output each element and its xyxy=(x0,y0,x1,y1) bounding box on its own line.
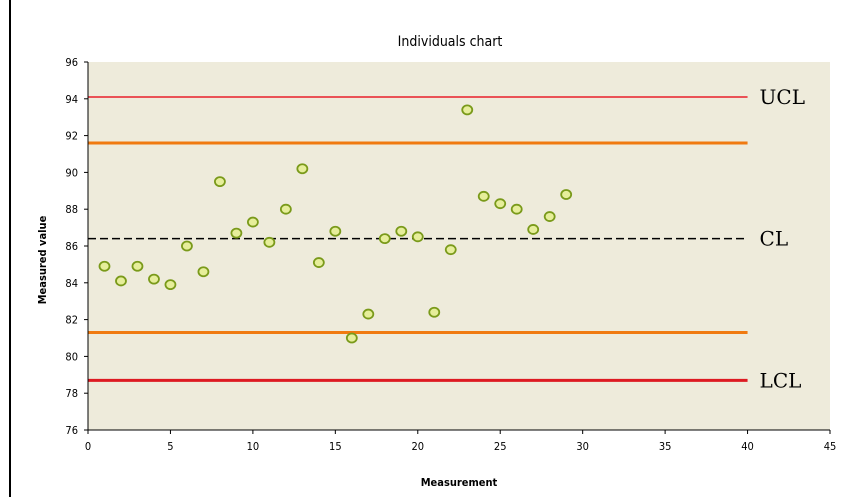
data-point xyxy=(181,240,193,252)
y-tick-label: 94 xyxy=(65,93,78,106)
data-point xyxy=(246,216,259,228)
plot-area xyxy=(88,62,830,430)
x-tick-label: 45 xyxy=(824,440,837,453)
y-tick-label: 82 xyxy=(65,314,78,327)
data-point xyxy=(214,176,226,188)
chart-title: Individuals chart xyxy=(398,34,503,50)
ucl-label: UCL xyxy=(760,85,805,109)
data-point xyxy=(263,236,276,248)
lcl-label: LCL xyxy=(760,368,802,392)
x-tick-label: 15 xyxy=(329,440,342,453)
data-point xyxy=(329,225,342,237)
data-point xyxy=(477,190,490,202)
cl-label: CL xyxy=(760,227,789,251)
data-point xyxy=(345,332,358,344)
y-tick-label: 88 xyxy=(65,203,78,216)
x-tick-label: 0 xyxy=(85,440,91,453)
x-axis-title: Measurement xyxy=(421,476,498,489)
data-point xyxy=(279,203,292,215)
x-tick-label: 20 xyxy=(411,440,424,453)
y-tick-label: 90 xyxy=(65,166,78,179)
data-point xyxy=(428,306,441,318)
data-point xyxy=(148,273,160,285)
data-point xyxy=(312,257,325,268)
data-point xyxy=(378,233,391,245)
data-point xyxy=(461,104,474,116)
y-axis-title: Measured value xyxy=(36,215,49,304)
data-point xyxy=(296,163,309,175)
x-tick-label: 5 xyxy=(167,440,173,453)
data-point xyxy=(494,198,507,210)
data-point xyxy=(411,231,424,243)
data-point xyxy=(197,266,210,278)
data-point xyxy=(164,279,177,291)
x-tick-label: 35 xyxy=(659,440,672,453)
x-tick-label: 25 xyxy=(494,440,507,453)
data-point xyxy=(230,227,243,239)
data-point xyxy=(543,211,556,222)
data-point xyxy=(527,224,540,235)
y-tick-label: 84 xyxy=(65,277,78,290)
data-point xyxy=(362,308,375,320)
y-tick-label: 78 xyxy=(65,387,78,400)
x-tick-label: 10 xyxy=(247,440,260,453)
y-tick-label: 80 xyxy=(65,350,78,363)
y-tick-label: 96 xyxy=(65,56,78,69)
axes: 76 78 80 82 84 86 88 90 92 94 96 0 5 10 15 20 25 30 35 40 45 xyxy=(65,56,836,453)
x-tick-label: 40 xyxy=(741,440,754,453)
data-point xyxy=(510,203,523,215)
data-point xyxy=(395,225,408,237)
y-tick-label: 92 xyxy=(65,130,78,143)
left-border-line xyxy=(9,0,11,497)
x-tick-label: 30 xyxy=(576,440,589,453)
y-tick-label: 76 xyxy=(65,424,78,437)
data-point xyxy=(98,260,111,272)
data-point xyxy=(444,244,457,256)
data-point xyxy=(560,189,573,200)
y-tick-label: 86 xyxy=(65,240,78,253)
data-points xyxy=(98,104,573,344)
data-point xyxy=(131,260,144,272)
data-point xyxy=(115,275,127,287)
